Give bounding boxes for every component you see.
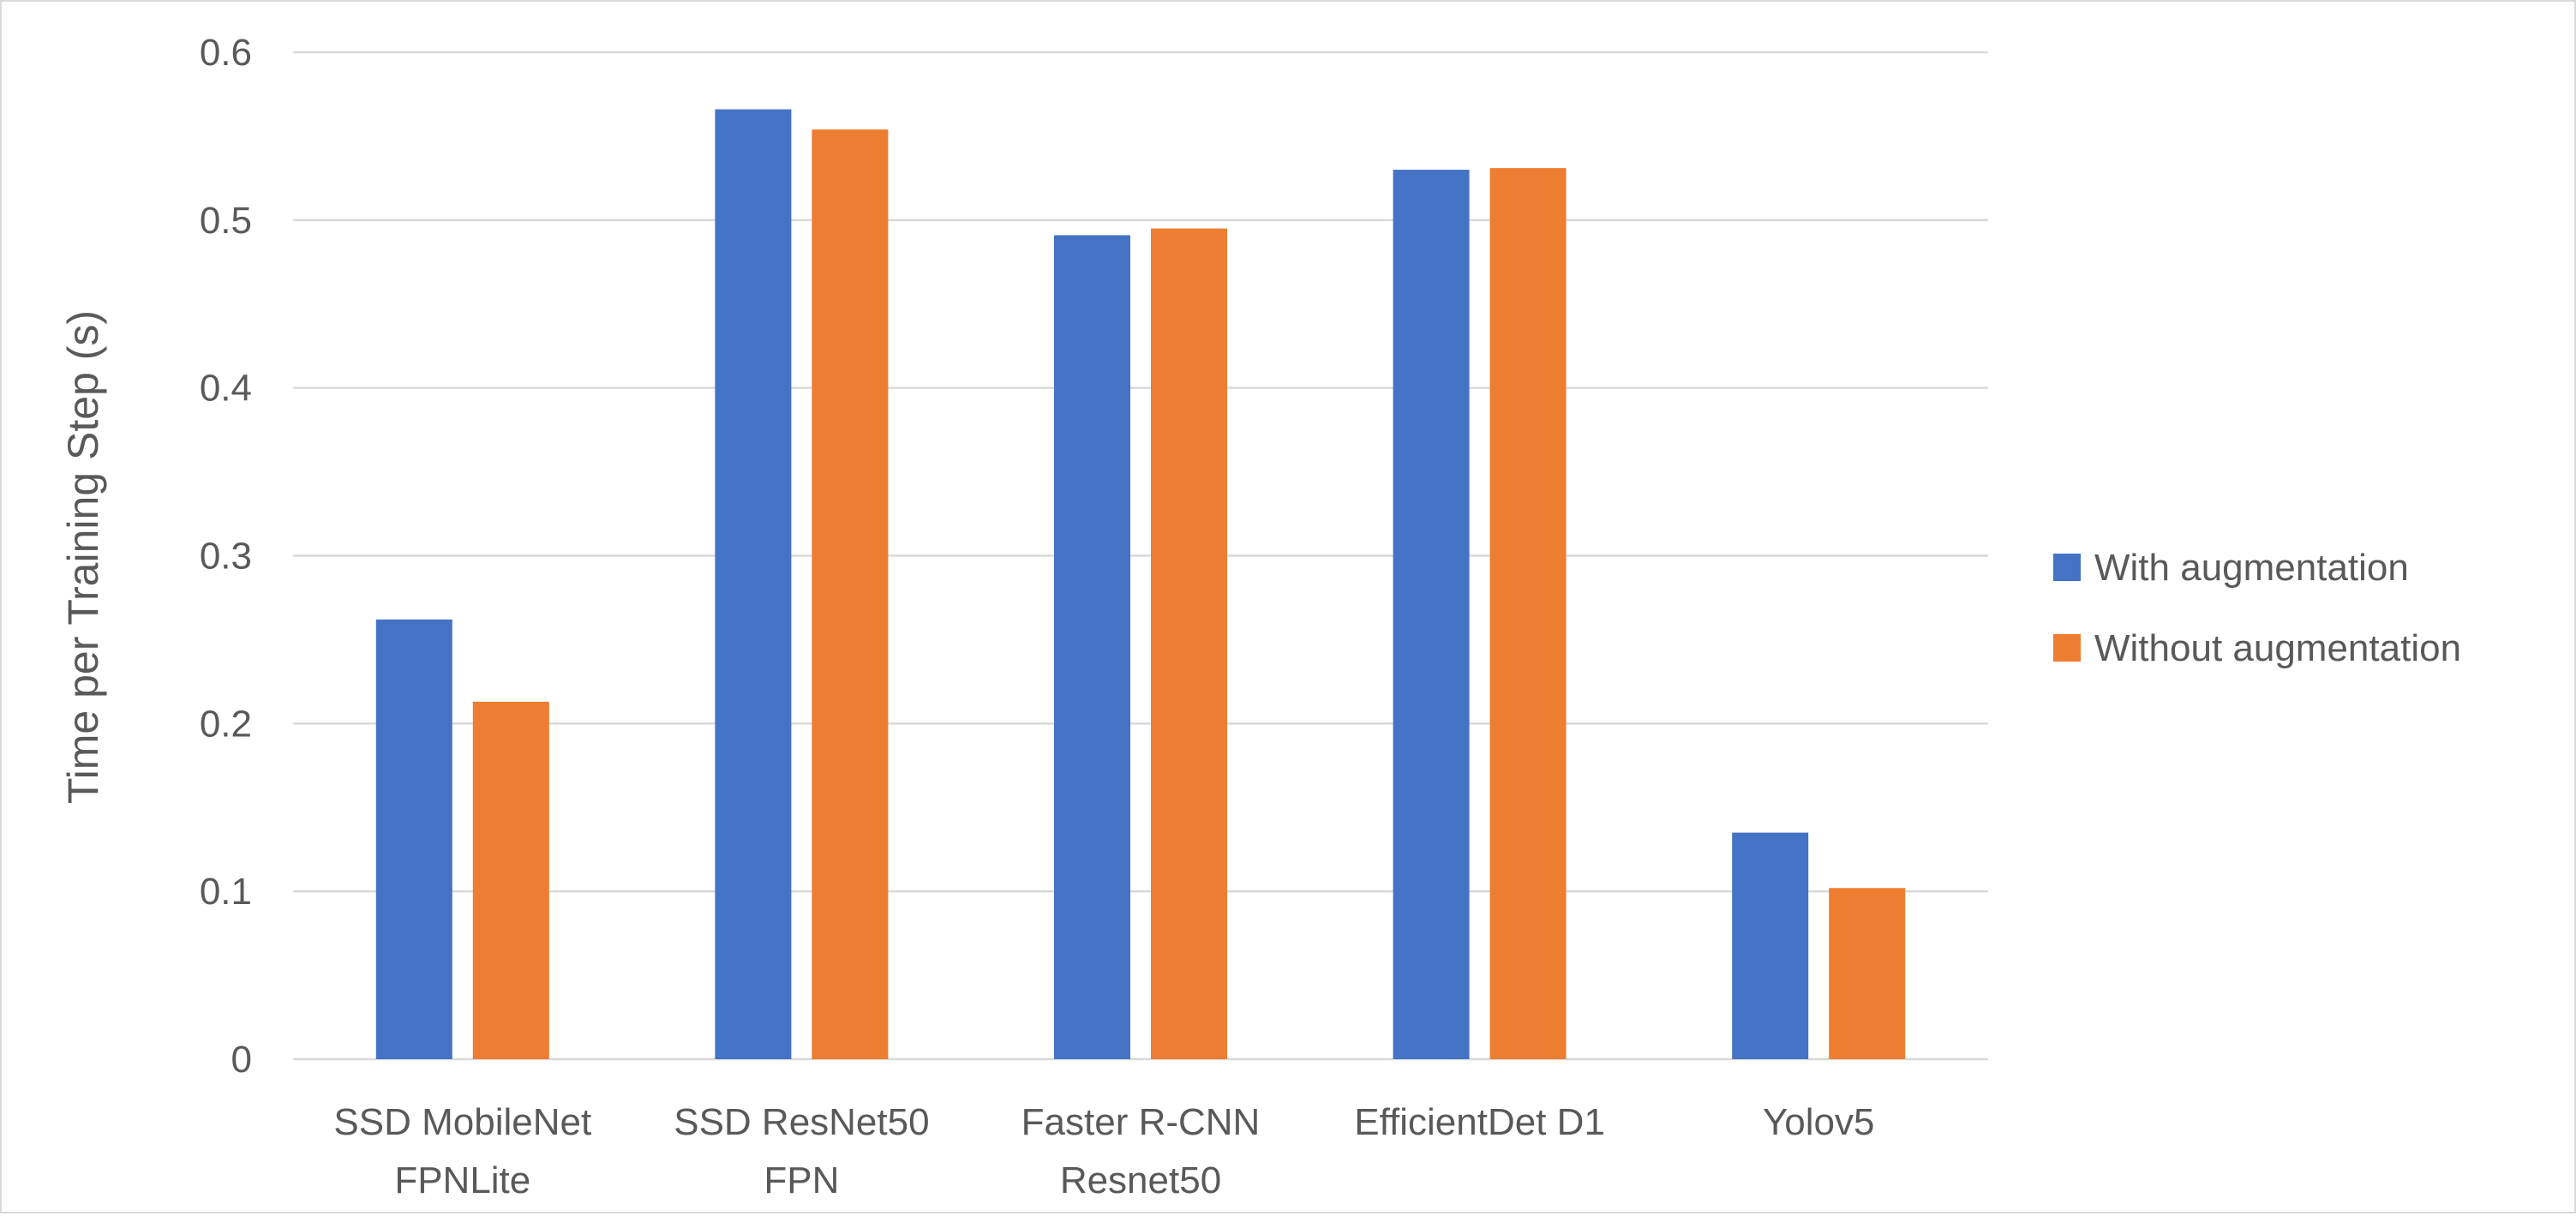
bar-without-augmentation <box>812 129 889 1059</box>
gridlines <box>293 51 1988 1061</box>
legend-swatch <box>2053 634 2081 662</box>
y-tick-label: 0.5 <box>200 200 252 242</box>
bars <box>375 109 1906 1059</box>
y-tick-label: 0.6 <box>200 32 252 74</box>
y-axis-title: Time per Training Step (s) <box>59 310 107 804</box>
bar-without-augmentation <box>472 701 549 1059</box>
bar-with-augmentation <box>715 109 792 1059</box>
y-tick-label: 0.4 <box>200 368 252 410</box>
bar-without-augmentation <box>1489 168 1567 1059</box>
bar-without-augmentation <box>1829 888 1906 1059</box>
y-tick-label: 0 <box>231 1039 252 1081</box>
x-category-label: EfficientDet D1 <box>1354 1101 1605 1143</box>
x-category-label: FPN <box>764 1159 839 1201</box>
x-category-label: SSD ResNet50 <box>674 1101 929 1143</box>
x-category-label: Yolov5 <box>1763 1101 1875 1143</box>
bar-without-augmentation <box>1151 228 1227 1059</box>
legend: With augmentation Without augmentation <box>2053 547 2461 669</box>
x-category-label: Resnet50 <box>1060 1159 1221 1201</box>
x-category-label: FPNLite <box>394 1159 530 1201</box>
bar-with-augmentation <box>1393 170 1470 1059</box>
y-axis-ticks: 0 0.1 0.2 0.3 0.4 0.5 0.6 <box>200 32 252 1081</box>
bar-with-augmentation <box>1054 235 1130 1059</box>
bar-with-augmentation <box>375 619 452 1059</box>
legend-swatch <box>2053 554 2081 581</box>
y-tick-label: 0.3 <box>200 536 252 578</box>
bar-with-augmentation <box>1732 832 1809 1059</box>
y-tick-label: 0.2 <box>200 703 252 745</box>
legend-label: Without augmentation <box>2094 627 2461 669</box>
x-category-label: SSD MobileNet <box>333 1101 591 1143</box>
x-category-label: Faster R-CNN <box>1021 1101 1261 1143</box>
y-tick-label: 0.1 <box>200 871 252 913</box>
legend-label: With augmentation <box>2094 547 2409 589</box>
x-axis-categories: SSD MobileNet FPNLite SSD ResNet50 FPN Faste… <box>333 1101 1874 1201</box>
